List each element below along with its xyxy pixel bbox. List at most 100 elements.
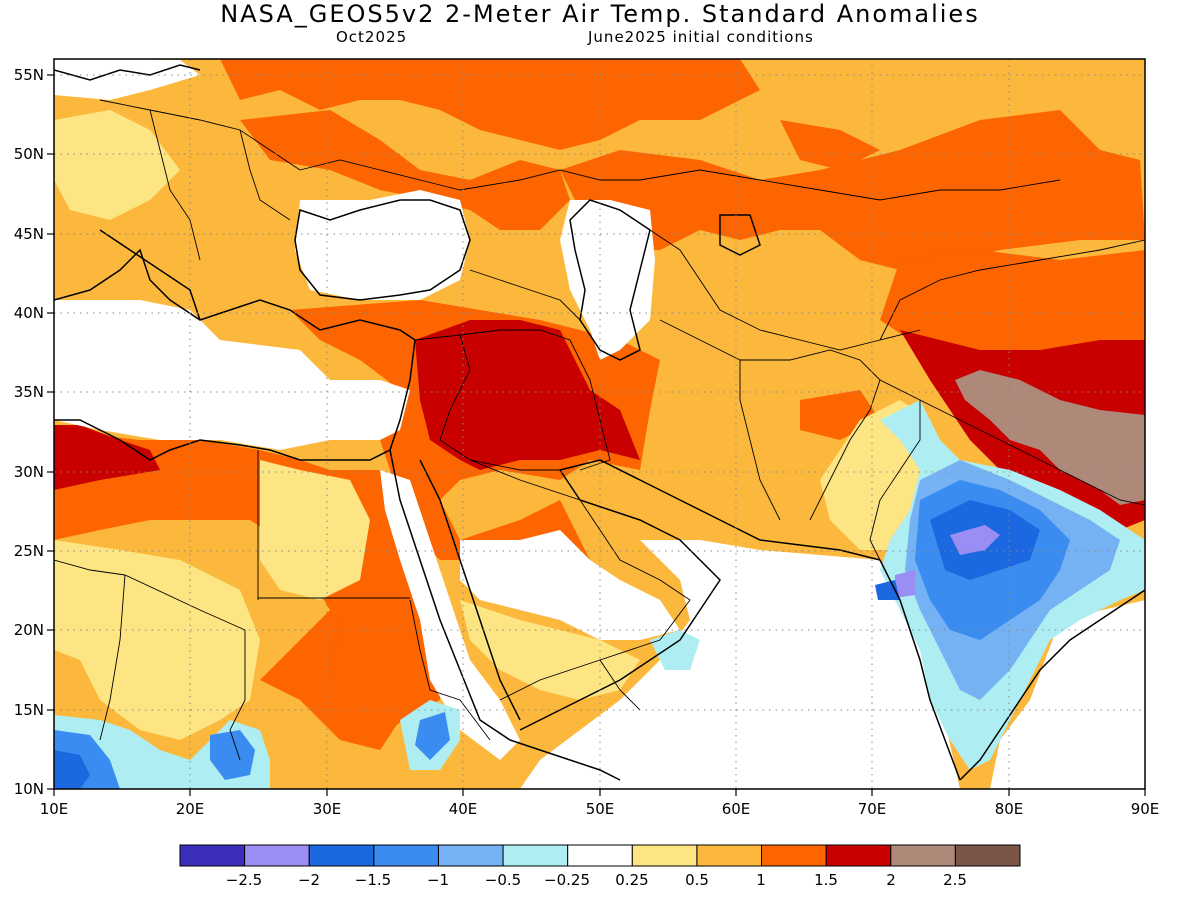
anomaly-region-iraq-red <box>415 320 640 470</box>
colorbar-label: −1.5 <box>355 871 391 889</box>
lat-label-50: 50N <box>14 145 44 163</box>
coastline-india-east <box>959 589 1145 781</box>
border-yemen-oman <box>599 659 641 711</box>
colorbar-label: −1 <box>427 871 449 889</box>
coastlines <box>54 64 1145 781</box>
anomaly-region-europe-white <box>54 59 200 100</box>
anomaly-region-north-orange <box>220 59 760 150</box>
lon-label-40: 40E <box>449 800 478 818</box>
lon-label-60: 60E <box>722 800 751 818</box>
border-europe-3 <box>239 129 291 221</box>
lon-label-70: 70E <box>858 800 887 818</box>
anomaly-region-med-white <box>54 300 410 450</box>
coastline-north-africa <box>54 419 391 461</box>
colorbar-label: 2 <box>886 871 896 889</box>
colorbar-label: 1.5 <box>814 871 838 889</box>
anomaly-region-arabsea-white <box>520 540 960 789</box>
border-europe-1 <box>99 99 301 171</box>
anomaly-region-caspian-white <box>560 200 655 360</box>
anomaly-region-india-violet <box>950 525 1000 555</box>
lon-label-80: 80E <box>995 800 1024 818</box>
anomaly-region-bengal-white <box>990 600 1145 789</box>
lat-lon-grid <box>54 59 1145 789</box>
border-caucasus <box>469 269 581 321</box>
border-central-asia <box>649 229 921 351</box>
colorbar-swatch <box>825 844 892 867</box>
lat-label-25: 25N <box>14 542 44 560</box>
border-himalaya <box>919 399 1145 506</box>
colorbar-swatch <box>954 844 1021 867</box>
anomaly-region-russia-orange <box>780 120 880 170</box>
colorbar-label: 2.5 <box>943 871 967 889</box>
anomaly-region-sahel-darkblue <box>54 750 90 789</box>
coastline-india-west <box>879 559 961 781</box>
coastline-baltic <box>54 64 201 81</box>
anomaly-region-chad-blue <box>210 730 255 780</box>
border-iran-afghan <box>659 319 781 521</box>
colorbar-swatch <box>244 844 310 867</box>
colorbar <box>179 844 1021 867</box>
coastline-mediterranean-north <box>54 248 416 341</box>
lon-label-50: 50E <box>586 800 615 818</box>
border-saudi <box>469 459 691 701</box>
anomaly-field <box>54 59 1145 789</box>
lat-labels: 10N 15N 20N 25N 30N 35N 40N 45N 50N 55N <box>14 66 44 798</box>
anomaly-region-gujarat-violet <box>895 570 915 598</box>
border-china-central <box>879 239 1145 341</box>
lat-label-30: 30N <box>14 463 44 481</box>
colorbar-label: 0.5 <box>685 871 709 889</box>
border-europe-2 <box>149 109 201 261</box>
border-libya-chad <box>124 574 246 631</box>
lat-label-35: 35N <box>14 383 44 401</box>
colorbar-swatch <box>502 844 569 867</box>
axis-ticks <box>47 74 1146 796</box>
anomaly-region-blacksea-white <box>295 190 470 300</box>
colorbar-label: −2.5 <box>226 871 262 889</box>
lat-label-15: 15N <box>14 701 44 719</box>
lat-label-55: 55N <box>14 66 44 84</box>
colorbar-label: 1 <box>756 871 766 889</box>
map-title: NASA_GEOS5v2 2-Meter Air Temp. Standard … <box>220 0 980 28</box>
lon-labels: 10E 20E 30E 40E 50E 60E 70E 80E 90E <box>40 800 1160 818</box>
colorbar-swatch <box>179 844 246 867</box>
lon-label-10: 10E <box>40 800 69 818</box>
lat-label-45: 45N <box>14 225 44 243</box>
lat-label-40: 40N <box>14 304 44 322</box>
coastline-red-sea-east <box>419 459 521 721</box>
init-conditions-label: June2025 initial conditions <box>588 28 814 46</box>
colorbar-label: 0.25 <box>615 871 648 889</box>
colorbar-swatch <box>631 844 698 867</box>
colorbar-label: −2 <box>298 871 320 889</box>
anomaly-region-libya-red <box>54 425 160 490</box>
anomaly-region-redsea-white <box>380 470 520 760</box>
anomaly-region-ethiopia-blue <box>415 712 450 760</box>
anomaly-region-sudan-orange <box>330 600 440 730</box>
border-turkey-syria <box>414 329 571 341</box>
colorbar-swatch <box>437 844 504 867</box>
lon-label-20: 20E <box>176 800 205 818</box>
coastline-black-sea <box>294 199 471 301</box>
colorbar-swatch <box>567 844 633 867</box>
colorbar-swatch <box>696 844 763 867</box>
coastline-persian-gulf <box>519 469 721 731</box>
coastline-iran-south <box>559 459 881 561</box>
coastline-red-sea-west <box>389 449 511 741</box>
border-syria-iraq <box>439 334 560 471</box>
anomaly-region-arabia-white <box>460 530 680 640</box>
anomaly-region-gujarat-blue <box>875 580 900 600</box>
colorbar-labels: −2.5 −2 −1.5 −1 −0.5 −0.25 0.25 0.5 1 1.… <box>226 871 967 889</box>
anomaly-region-sahara-yellow <box>54 540 260 740</box>
coastline-aral <box>719 214 761 256</box>
coastline-horn-africa <box>509 739 621 781</box>
anomaly-region-east-orange <box>880 250 1145 370</box>
colorbar-label: −0.5 <box>485 871 521 889</box>
colorbar-swatch <box>890 844 956 867</box>
anomaly-region-europe-orange <box>240 110 570 230</box>
border-russia-kazakh <box>459 169 1061 201</box>
border-algeria-niger <box>54 559 126 576</box>
anomaly-region-egypt-yellow <box>260 460 370 600</box>
border-ethiopia <box>409 599 491 741</box>
border-niger-chad <box>99 574 126 741</box>
coastline-levant <box>389 339 416 451</box>
anomaly-region-balkans-yellow <box>54 110 180 220</box>
